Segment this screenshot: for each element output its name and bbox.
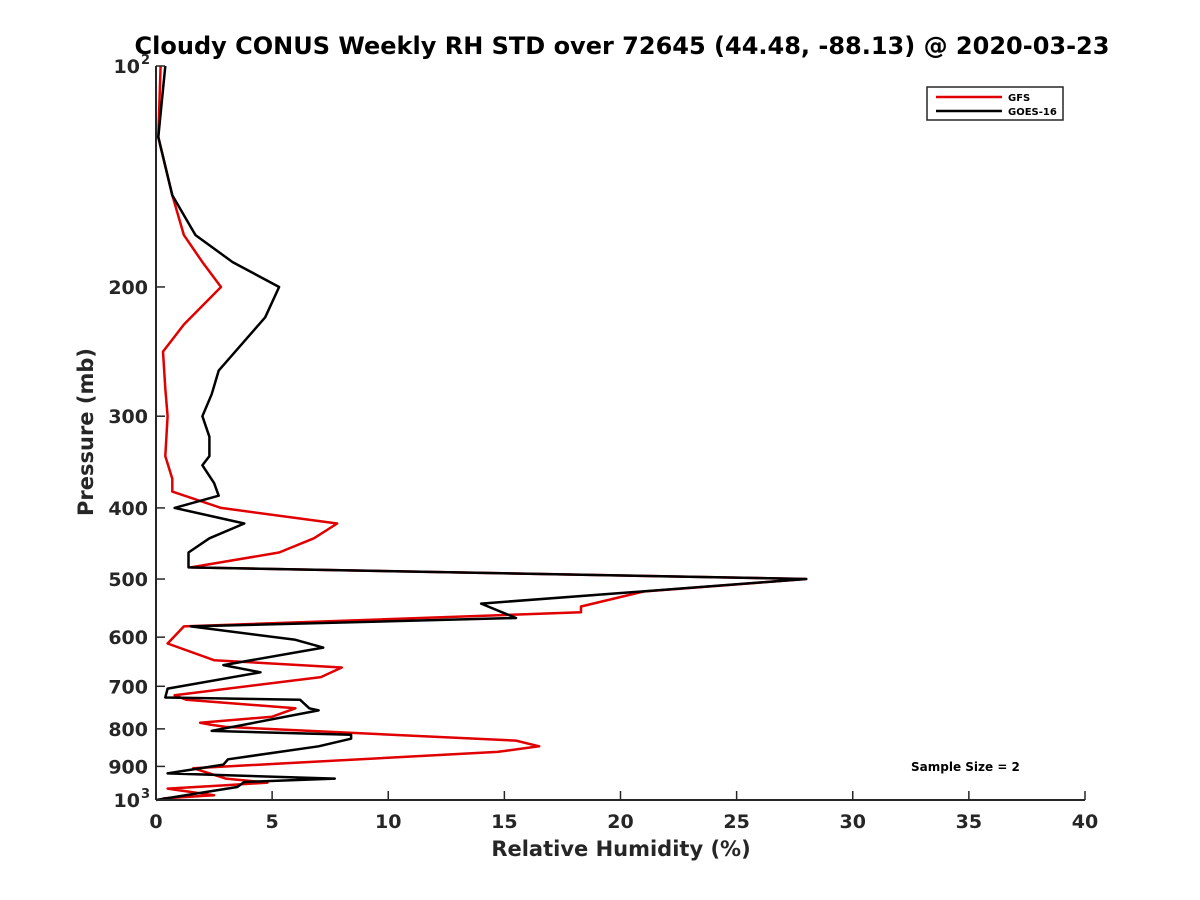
y-tick-label: 500: [108, 569, 148, 591]
y-tick-label: 200: [108, 277, 148, 299]
series-line-gfs: [157, 65, 808, 800]
y-tick-label: 300: [108, 406, 148, 428]
x-tick-label: 40: [1072, 811, 1098, 833]
legend-label-gfs: GFS: [1008, 93, 1030, 104]
plot-series-group: [155, 65, 808, 802]
y-tick-label: 400: [108, 498, 148, 520]
y-tick-label: 900: [108, 756, 148, 778]
x-tick-label: 20: [607, 811, 633, 833]
x-tick-label: 5: [266, 811, 279, 833]
x-tick-label: 10: [375, 811, 401, 833]
x-tick-label: 25: [723, 811, 749, 833]
x-tick-label: 35: [956, 811, 982, 833]
y-tick-label: 10: [114, 790, 140, 812]
legend-box: [926, 86, 1064, 121]
x-tick-label: 30: [840, 811, 866, 833]
axes-group: [155, 66, 1085, 801]
x-tick-label: 0: [149, 811, 162, 833]
y-axis-label: Pressure (mb): [74, 348, 98, 516]
y-tick-exponent: 3: [141, 787, 150, 802]
y-tick-exponent: 2: [141, 53, 150, 68]
series-line-goes16: [155, 65, 808, 802]
y-tick-label: 10: [114, 56, 140, 78]
legend-label-goes16: GOES-16: [1008, 107, 1057, 118]
y-tick-label: 600: [108, 627, 148, 649]
chart-title: Cloudy CONUS Weekly RH STD over 72645 (4…: [135, 32, 1110, 60]
x-axis-label: Relative Humidity (%): [491, 837, 750, 861]
y-tick-label: 700: [108, 676, 148, 698]
legend: GFS GOES-16: [926, 86, 1064, 121]
x-ticks-group: 0 5 10 15 20 25 30 35 40: [149, 791, 1098, 833]
sample-size-annotation: Sample Size = 2: [911, 760, 1020, 774]
x-tick-label: 15: [491, 811, 517, 833]
y-tick-label: 800: [108, 719, 148, 741]
